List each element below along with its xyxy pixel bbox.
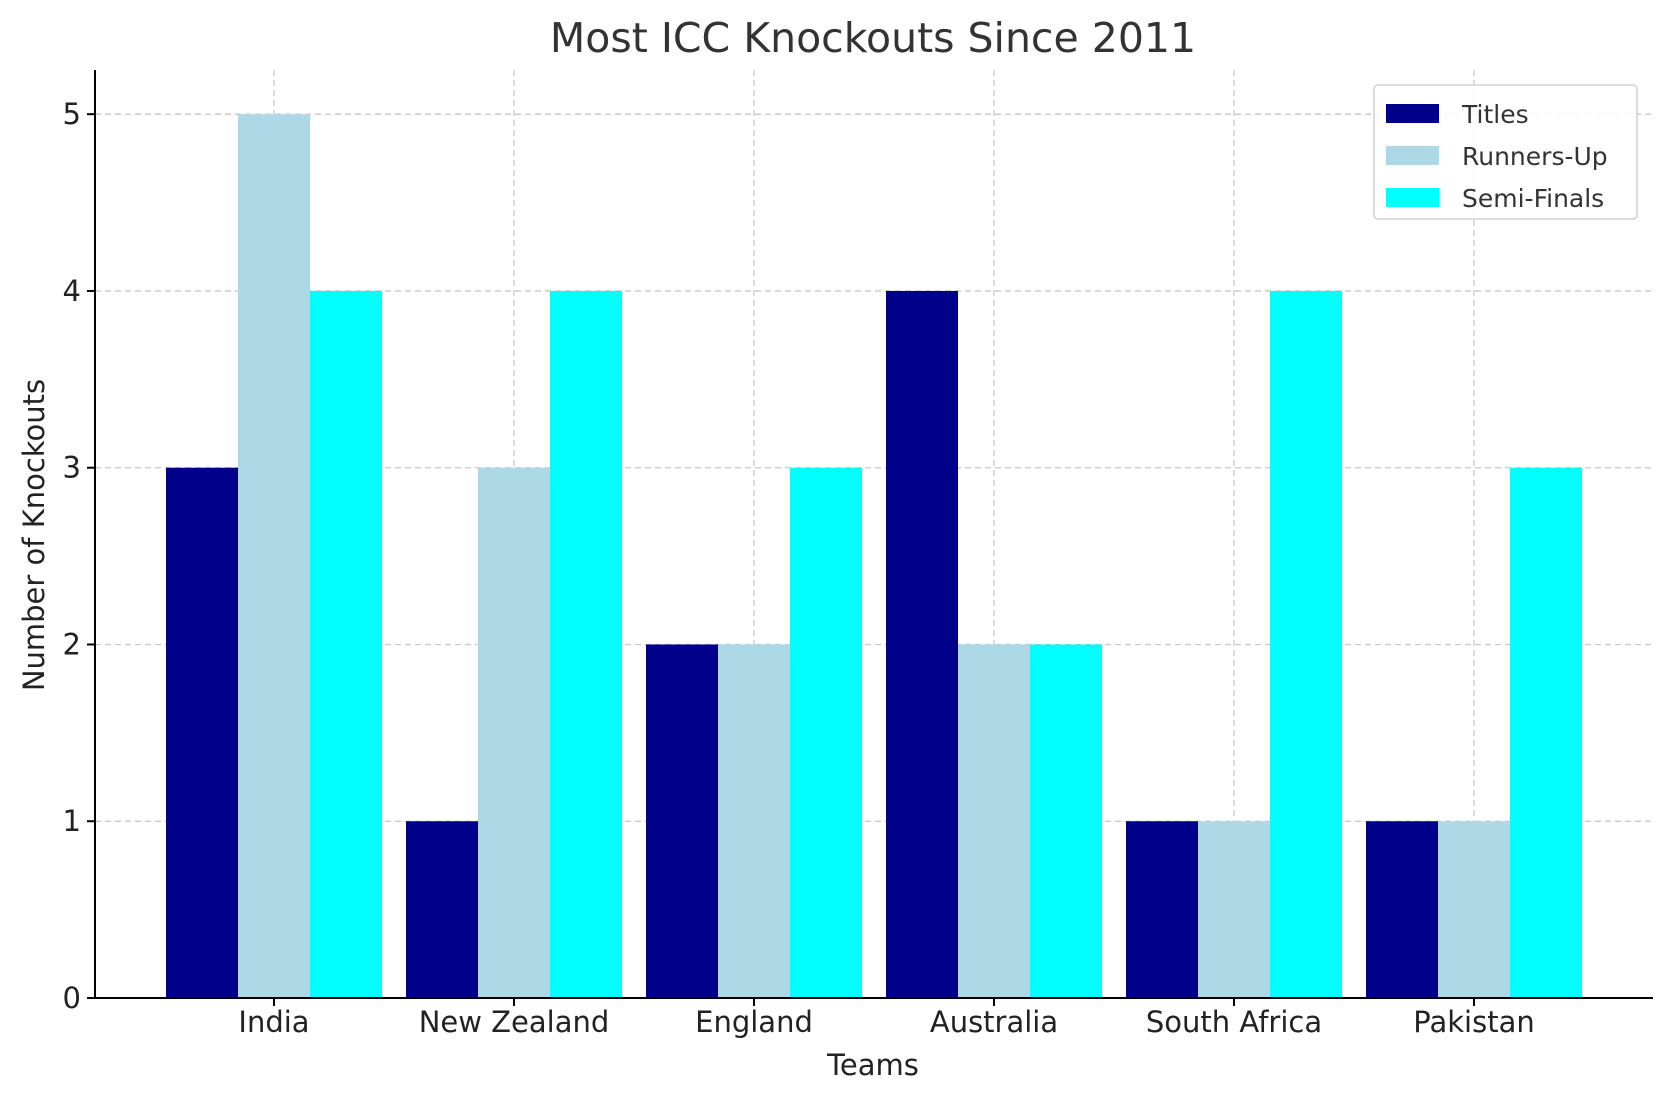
bar-titles-south-africa: [1126, 821, 1198, 998]
y-tick-label: 3: [63, 451, 81, 485]
bar-titles-new-zealand: [406, 821, 478, 998]
bar-runners-up-south-africa: [1198, 821, 1270, 998]
legend-label: Runners-Up: [1462, 142, 1608, 171]
bars: [166, 114, 1582, 998]
x-tick-label: Australia: [930, 1005, 1058, 1039]
bar-semi-finals-india: [310, 290, 382, 998]
bar-titles-pakistan: [1366, 821, 1438, 998]
y-tick-label: 2: [63, 627, 81, 661]
bar-runners-up-india: [238, 114, 310, 998]
bar-semi-finals-pakistan: [1510, 467, 1582, 998]
bar-runners-up-pakistan: [1438, 821, 1510, 998]
x-tick-label: Pakistan: [1413, 1005, 1534, 1039]
legend-swatch: [1386, 104, 1439, 123]
y-tick-label: 5: [63, 97, 81, 131]
bar-titles-england: [646, 644, 718, 998]
legend-swatch: [1386, 188, 1439, 207]
bar-semi-finals-england: [790, 467, 862, 998]
y-tick-label: 4: [63, 274, 81, 308]
bar-titles-india: [166, 467, 238, 998]
axes: [87, 70, 1653, 1006]
legend: Titles Runners-Up Semi-Finals: [1373, 84, 1638, 220]
bar-titles-australia: [886, 290, 958, 998]
y-axis-label: Number of Knockouts: [17, 379, 51, 691]
bar-runners-up-england: [718, 644, 790, 998]
bar-semi-finals-new-zealand: [550, 290, 622, 998]
y-tick-label: 1: [63, 804, 81, 838]
x-tick-label: England: [695, 1005, 813, 1039]
bar-semi-finals-australia: [1030, 644, 1102, 998]
y-tick-labels: 0 1 2 3 4 5: [63, 97, 81, 1015]
y-tick-label: 0: [63, 981, 81, 1015]
x-axis-label: Teams: [826, 1048, 919, 1082]
legend-swatch: [1386, 146, 1439, 165]
bar-semi-finals-south-africa: [1270, 290, 1342, 998]
x-tick-label: South Africa: [1146, 1005, 1322, 1039]
chart-title: Most ICC Knockouts Since 2011: [550, 14, 1196, 62]
bar-runners-up-new-zealand: [478, 467, 550, 998]
x-tick-label: India: [238, 1005, 309, 1039]
bar-runners-up-australia: [958, 644, 1030, 998]
x-tick-label: New Zealand: [419, 1005, 610, 1039]
legend-label: Titles: [1461, 100, 1529, 129]
legend-box: [1373, 84, 1638, 220]
x-tick-labels: India New Zealand England Australia South Af…: [238, 1005, 1534, 1039]
legend-label: Semi-Finals: [1462, 184, 1604, 213]
